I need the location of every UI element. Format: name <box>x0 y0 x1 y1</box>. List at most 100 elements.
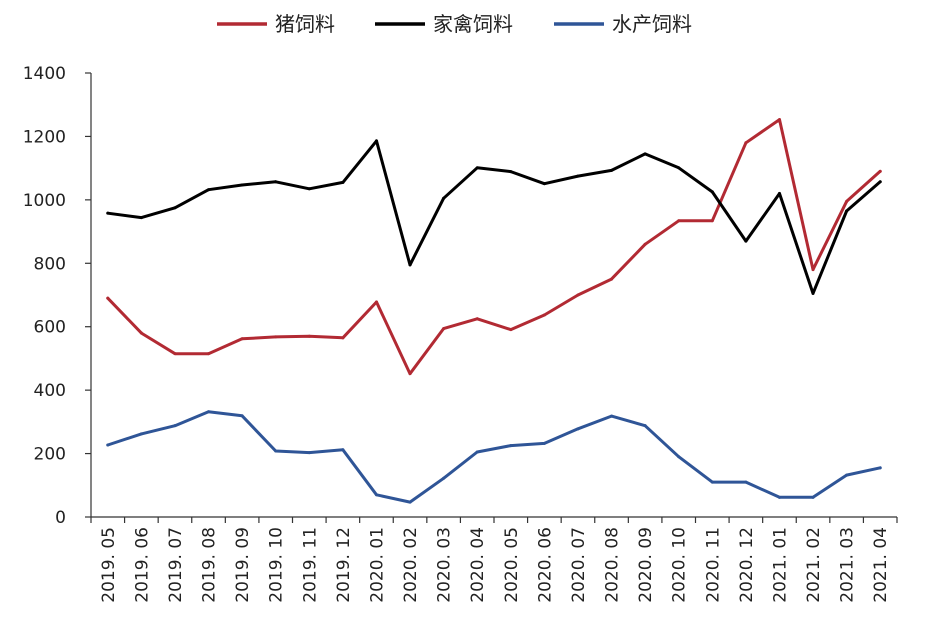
x-tick-label: 2020. 01 <box>367 527 387 603</box>
x-tick-label: 2020. 04 <box>468 527 488 603</box>
data-point <box>610 168 614 172</box>
data-point <box>274 335 278 339</box>
data-point <box>710 219 714 223</box>
data-point <box>509 328 513 332</box>
data-point <box>341 180 345 184</box>
y-tick-label: 1000 <box>23 191 66 211</box>
data-point <box>509 170 513 174</box>
legend-label-2: 水产饲料 <box>612 12 692 36</box>
data-point <box>442 327 446 331</box>
data-point <box>878 466 882 470</box>
y-tick-label: 400 <box>34 381 66 401</box>
data-point <box>610 414 614 418</box>
data-point <box>240 337 244 341</box>
data-point <box>845 209 849 213</box>
x-tick-label: 2019. 07 <box>166 527 186 603</box>
data-point <box>442 476 446 480</box>
x-tick-label: 2020. 05 <box>502 527 522 603</box>
data-point <box>475 317 479 321</box>
data-point <box>576 293 580 297</box>
data-point <box>643 424 647 428</box>
y-tick-label: 800 <box>34 254 66 274</box>
x-tick-label: 2020. 07 <box>569 527 589 603</box>
x-tick-label: 2020. 06 <box>535 527 555 603</box>
axes: 0 200 400 600 800 1000 1200 1400 2019. 05 2019. 0… <box>23 64 898 603</box>
data-point <box>207 352 211 356</box>
data-point <box>274 180 278 184</box>
data-point <box>307 334 311 338</box>
data-point <box>139 216 143 220</box>
data-point <box>542 182 546 186</box>
x-tick-label: 2020. 09 <box>636 527 656 603</box>
data-point <box>307 187 311 191</box>
x-tick-label: 2019. 08 <box>200 527 220 603</box>
data-point <box>106 443 110 447</box>
legend-label-1: 家禽饲料 <box>433 12 513 36</box>
x-tick-label: 2020. 08 <box>603 527 623 603</box>
data-point <box>811 268 815 272</box>
data-point <box>811 291 815 295</box>
data-point <box>710 190 714 194</box>
data-point <box>341 448 345 452</box>
data-point <box>777 118 781 122</box>
data-point <box>878 180 882 184</box>
data-point <box>845 473 849 477</box>
x-tick-label: 2021. 02 <box>804 527 824 603</box>
data-point <box>307 451 311 455</box>
y-tick-label: 600 <box>34 318 66 338</box>
data-point <box>207 188 211 192</box>
x-tick-label: 2020. 10 <box>670 527 690 603</box>
data-point <box>173 206 177 210</box>
series-line-1 <box>106 139 882 295</box>
x-tick-label: 2021. 03 <box>838 527 858 603</box>
data-point <box>576 427 580 431</box>
data-point <box>139 432 143 436</box>
x-tick-label: 2019. 10 <box>267 527 287 603</box>
data-point <box>106 296 110 300</box>
data-point <box>777 495 781 499</box>
y-tick-label: 0 <box>55 508 66 528</box>
data-point <box>542 441 546 445</box>
data-point <box>643 242 647 246</box>
data-point <box>240 183 244 187</box>
x-tick-label: 2021. 04 <box>871 527 891 603</box>
data-point <box>777 192 781 196</box>
data-point <box>677 219 681 223</box>
data-point <box>878 169 882 173</box>
y-tick-label: 200 <box>34 445 66 465</box>
data-point <box>509 444 513 448</box>
x-tick-label: 2019. 11 <box>300 527 320 603</box>
data-point <box>744 480 748 484</box>
data-point <box>610 277 614 281</box>
data-point <box>542 313 546 317</box>
data-point <box>576 174 580 178</box>
series-line-0 <box>106 118 882 376</box>
data-point <box>374 493 378 497</box>
data-point <box>274 449 278 453</box>
data-point <box>811 495 815 499</box>
x-tick-label: 2020. 03 <box>435 527 455 603</box>
data-point <box>173 352 177 356</box>
x-tick-label: 2019. 05 <box>99 527 119 603</box>
data-point <box>408 263 412 267</box>
data-point <box>744 141 748 145</box>
data-point <box>408 372 412 376</box>
data-point <box>643 152 647 156</box>
data-point <box>475 166 479 170</box>
data-point <box>341 336 345 340</box>
legend-label-0: 猪饲料 <box>275 12 335 36</box>
data-point <box>677 455 681 459</box>
data-point <box>475 450 479 454</box>
series-layer <box>106 118 882 504</box>
series-line-2 <box>106 410 882 504</box>
x-tick-label: 2019. 06 <box>132 527 152 603</box>
data-point <box>173 424 177 428</box>
data-point <box>207 410 211 414</box>
y-tick-label: 1400 <box>23 64 66 84</box>
x-tick-label: 2019. 09 <box>233 527 253 603</box>
x-tick-label: 2019. 12 <box>334 527 354 603</box>
data-point <box>677 166 681 170</box>
data-point <box>374 300 378 304</box>
x-tick-label: 2020. 11 <box>703 527 723 603</box>
